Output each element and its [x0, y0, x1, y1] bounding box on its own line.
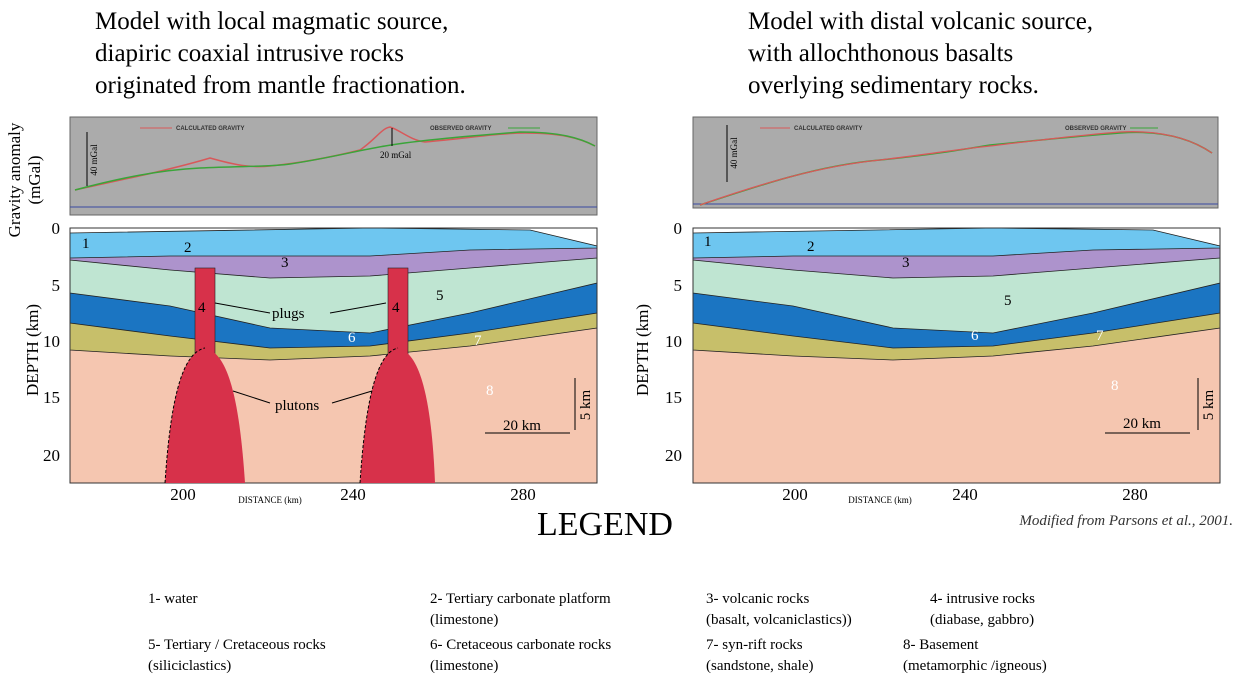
legend-item: 5- Tertiary / Cretaceous rocks — [148, 637, 326, 653]
depth-tick: 15 — [665, 388, 682, 407]
legend-items: 1- water 2- Tertiary carbonate platform … — [148, 591, 1047, 674]
credit: Modified from Parsons et al., 2001. — [1018, 513, 1233, 529]
depth-tick: 20 — [665, 446, 682, 465]
annotation: plutons — [275, 398, 319, 414]
depth-tick: 15 — [43, 388, 60, 407]
distance-ticks: 200 240 280 200 240 280 — [170, 485, 1148, 504]
gravity-difference: 20 mGal — [380, 150, 412, 160]
legend-calculated: CALCULATED GRAVITY — [176, 126, 244, 132]
right-title: Model with distal volcanic source, with … — [748, 8, 1093, 99]
layer-number: 8 — [486, 383, 494, 399]
gravity-panel: CALCULATED GRAVITY OBSERVED GRAVITY 40 m… — [70, 117, 597, 215]
depth-tick: 20 — [43, 446, 60, 465]
title-line: diapiric coaxial intrusive rocks — [95, 40, 404, 67]
legend-title: LEGEND — [537, 506, 673, 543]
legend-item: 2- Tertiary carbonate platform — [430, 591, 611, 607]
title-line: originated from mantle fractionation. — [95, 72, 466, 99]
scale-bar-label: 20 km — [1123, 416, 1161, 432]
layer-number: 3 — [281, 255, 289, 271]
layer-number: 5 — [1004, 293, 1012, 309]
layer-number: 7 — [1096, 328, 1104, 344]
depth-tick: 10 — [43, 332, 60, 351]
scale-bar-label: 5 km — [1201, 389, 1217, 420]
legend-item: (limestone) — [430, 658, 498, 674]
title-line: with allochthonous basalts — [748, 40, 1013, 67]
depth-tick: 5 — [52, 276, 61, 295]
distance-tick: 280 — [510, 485, 536, 504]
layer-number: 7 — [474, 333, 482, 349]
distance-axis-label: DISTANCE (km) — [238, 495, 302, 505]
cross-section — [693, 228, 1220, 483]
legend-item: 4- intrusive rocks — [930, 591, 1035, 607]
gravity-scale: 40 mGal — [729, 137, 739, 169]
distance-tick: 200 — [782, 485, 808, 504]
layer-number: 6 — [348, 330, 356, 346]
layer-number: 2 — [807, 239, 815, 255]
legend-item: 7- syn-rift rocks — [706, 637, 803, 653]
gravity-scale: 40 mGal — [89, 144, 99, 176]
layer-number: 4 — [198, 300, 206, 316]
annotation: plugs — [272, 306, 305, 322]
legend-item: (basalt, volcaniclastics)) — [706, 612, 852, 628]
layer-number: 1 — [704, 234, 712, 250]
layer-number: 8 — [1111, 378, 1119, 394]
legend-item: 3- volcanic rocks — [706, 591, 809, 607]
legend-item: (sandstone, shale) — [706, 658, 813, 674]
legend-item: (limestone) — [430, 612, 498, 628]
gravity-axis-label: (mGal) — [25, 155, 44, 204]
depth-tick: 0 — [52, 219, 61, 238]
distance-tick: 240 — [952, 485, 978, 504]
depth-tick: 0 — [674, 219, 683, 238]
depth-tick: 5 — [674, 276, 683, 295]
distance-tick: 200 — [170, 485, 196, 504]
legend-item: (metamorphic /igneous) — [903, 658, 1047, 674]
layer-number: 1 — [82, 236, 90, 252]
scale-bar-label: 5 km — [578, 389, 594, 420]
depth-tick: 10 — [665, 332, 682, 351]
legend-item: 6- Cretaceous carbonate rocks — [430, 637, 611, 653]
layer-number: 2 — [184, 240, 192, 256]
legend-item: (diabase, gabbro) — [930, 612, 1034, 628]
layer-number: 6 — [971, 328, 979, 344]
distance-tick: 240 — [340, 485, 366, 504]
legend-calculated: CALCULATED GRAVITY — [794, 126, 862, 132]
figure: Model with local magmatic source, diapir… — [0, 0, 1238, 678]
title-line: Model with local magmatic source, — [95, 8, 448, 35]
legend-observed: OBSERVED GRAVITY — [430, 126, 491, 132]
gravity-axis-label: Gravity anomaly — [5, 122, 24, 237]
cross-section — [70, 228, 597, 483]
legend-observed: OBSERVED GRAVITY — [1065, 126, 1126, 132]
depth-axis-label: DEPTH (km) — [23, 304, 42, 396]
depth-axis-label: DEPTH (km) — [633, 304, 652, 396]
title-line: Model with distal volcanic source, — [748, 8, 1093, 35]
title-line: overlying sedimentary rocks. — [748, 72, 1039, 99]
gravity-panel: CALCULATED GRAVITY OBSERVED GRAVITY 40 m… — [693, 117, 1218, 208]
layer-number: 4 — [392, 300, 400, 316]
left-title: Model with local magmatic source, diapir… — [95, 8, 466, 99]
layer-number: 5 — [436, 288, 444, 304]
distance-tick: 280 — [1122, 485, 1148, 504]
legend-item: 8- Basement — [903, 637, 979, 653]
scale-bar-label: 20 km — [503, 418, 541, 434]
distance-axis-label: DISTANCE (km) — [848, 495, 912, 505]
legend-item: 1- water — [148, 591, 198, 607]
legend-item: (siliciclastics) — [148, 658, 231, 674]
layer-number: 3 — [902, 255, 910, 271]
